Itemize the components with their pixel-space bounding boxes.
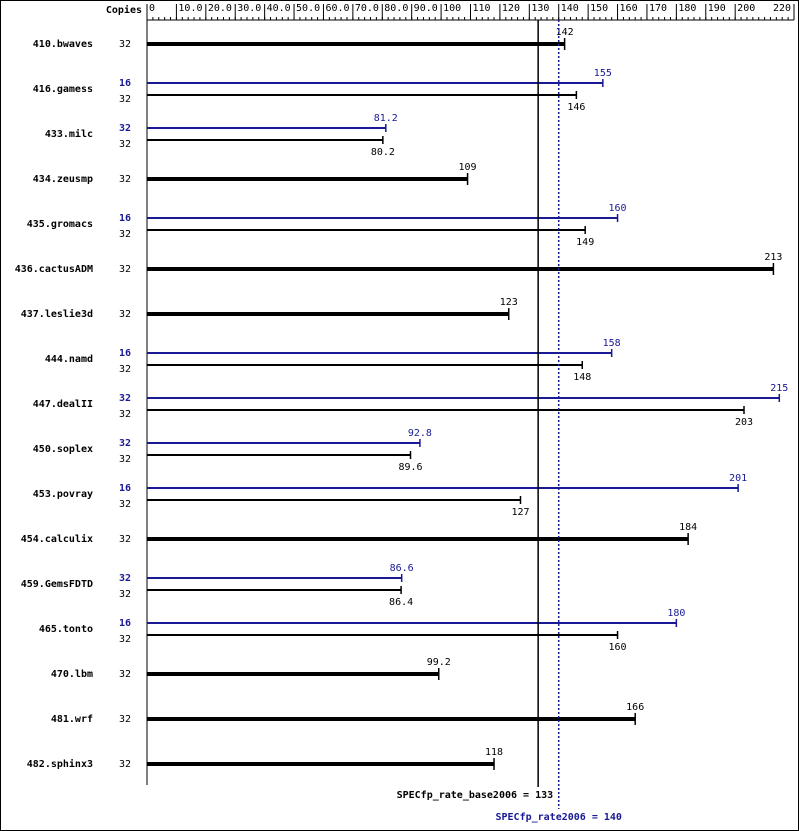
category-label: 459.GemsFDTD — [21, 579, 93, 590]
copies: 32 — [119, 94, 131, 105]
category-label: 416.gamess — [33, 84, 93, 95]
copies: 16 — [119, 348, 131, 359]
x-tick-label: 30.0 — [237, 3, 261, 14]
copies: 16 — [119, 483, 131, 494]
x-tick-label: 170 — [649, 3, 667, 14]
category-label: 435.gromacs — [27, 219, 93, 230]
value-label: 184 — [679, 522, 697, 533]
copies: 32 — [119, 39, 131, 50]
x-tick-label: 220 — [773, 3, 791, 14]
value-label: 160 — [609, 642, 627, 653]
value-label: 142 — [556, 27, 574, 38]
copies: 16 — [119, 618, 131, 629]
copies: 32 — [119, 454, 131, 465]
copies: 32 — [119, 309, 131, 320]
x-tick-label: 190 — [708, 3, 726, 14]
copies: 16 — [119, 78, 131, 89]
x-tick-label: 70.0 — [355, 3, 379, 14]
x-tick-label: 60.0 — [325, 3, 349, 14]
x-tick-label: 130 — [531, 3, 549, 14]
x-tick-label: 140 — [561, 3, 579, 14]
x-tick-label: 180 — [678, 3, 696, 14]
value-label: 118 — [485, 747, 503, 758]
value-label: 109 — [459, 162, 477, 173]
value-label: 123 — [500, 297, 518, 308]
value-label: 99.2 — [427, 657, 451, 668]
category-label: 454.calculix — [21, 533, 93, 545]
category-label: 444.namd — [45, 354, 93, 365]
category-label: 481.wrf — [51, 714, 93, 725]
category-label: 447.dealII — [33, 399, 93, 410]
value-label: 213 — [764, 252, 782, 263]
x-tick-label: 200 — [737, 3, 755, 14]
value-label: 215 — [770, 383, 788, 394]
value-label: 92.8 — [408, 428, 432, 439]
x-tick-label: 40.0 — [267, 3, 291, 14]
copies: 32 — [119, 393, 131, 404]
value-label: 160 — [609, 203, 627, 214]
category-label: 482.sphinx3 — [27, 758, 93, 770]
value-label: 201 — [729, 473, 747, 484]
copies: 32 — [119, 573, 131, 584]
x-tick-label: 100 — [443, 3, 461, 14]
value-label: 127 — [511, 507, 529, 518]
copies: 32 — [119, 669, 131, 680]
x-tick-label: 120 — [502, 3, 520, 14]
category-label: 470.lbm — [51, 669, 93, 680]
copies: 32 — [119, 139, 131, 150]
copies: 32 — [119, 534, 131, 545]
value-label: 155 — [594, 68, 612, 79]
value-label: 80.2 — [371, 147, 395, 158]
reference-label: SPECfp_rate2006 = 140 — [496, 812, 622, 823]
copies: 16 — [119, 213, 131, 224]
x-tick-label: 150 — [590, 3, 608, 14]
category-label: 437.leslie3d — [21, 308, 93, 320]
value-label: 166 — [626, 702, 644, 713]
value-label: 86.4 — [389, 597, 413, 608]
x-tick-label: 10.0 — [178, 3, 202, 14]
value-label: 158 — [603, 338, 621, 349]
copies: 32 — [119, 229, 131, 240]
category-label: 436.cactusADM — [15, 264, 93, 275]
category-label: 465.tonto — [39, 624, 93, 635]
x-tick-label: 50.0 — [296, 3, 320, 14]
copies: 32 — [119, 264, 131, 275]
value-label: 146 — [567, 102, 585, 113]
value-label: 148 — [573, 372, 591, 383]
copies: 32 — [119, 759, 131, 770]
copies-header: Copies — [106, 4, 142, 16]
x-tick-label: 20.0 — [208, 3, 232, 14]
value-label: 89.6 — [398, 462, 422, 473]
value-label: 180 — [667, 608, 685, 619]
x-tick-label: 160 — [620, 3, 638, 14]
copies: 32 — [119, 714, 131, 725]
copies: 32 — [119, 364, 131, 375]
copies: 32 — [119, 589, 131, 600]
x-tick-label: 110 — [473, 3, 491, 14]
copies: 32 — [119, 174, 131, 185]
category-label: 450.soplex — [33, 444, 93, 455]
copies: 32 — [119, 499, 131, 510]
category-label: 433.milc — [45, 128, 93, 140]
x-tick-label: 0 — [149, 3, 155, 14]
reference-label: SPECfp_rate_base2006 = 133 — [397, 790, 554, 801]
value-label: 149 — [576, 237, 594, 248]
x-tick-label: 80.0 — [384, 3, 408, 14]
category-label: 453.povray — [33, 489, 93, 500]
category-label: 434.zeusmp — [33, 174, 93, 185]
x-tick-label: 90.0 — [414, 3, 438, 14]
value-label: 203 — [735, 417, 753, 428]
category-label: 410.bwaves — [33, 39, 93, 50]
copies: 32 — [119, 634, 131, 645]
value-label: 81.2 — [374, 113, 398, 124]
value-label: 86.6 — [390, 563, 414, 574]
copies: 32 — [119, 123, 131, 134]
copies: 32 — [119, 438, 131, 449]
copies: 32 — [119, 409, 131, 420]
